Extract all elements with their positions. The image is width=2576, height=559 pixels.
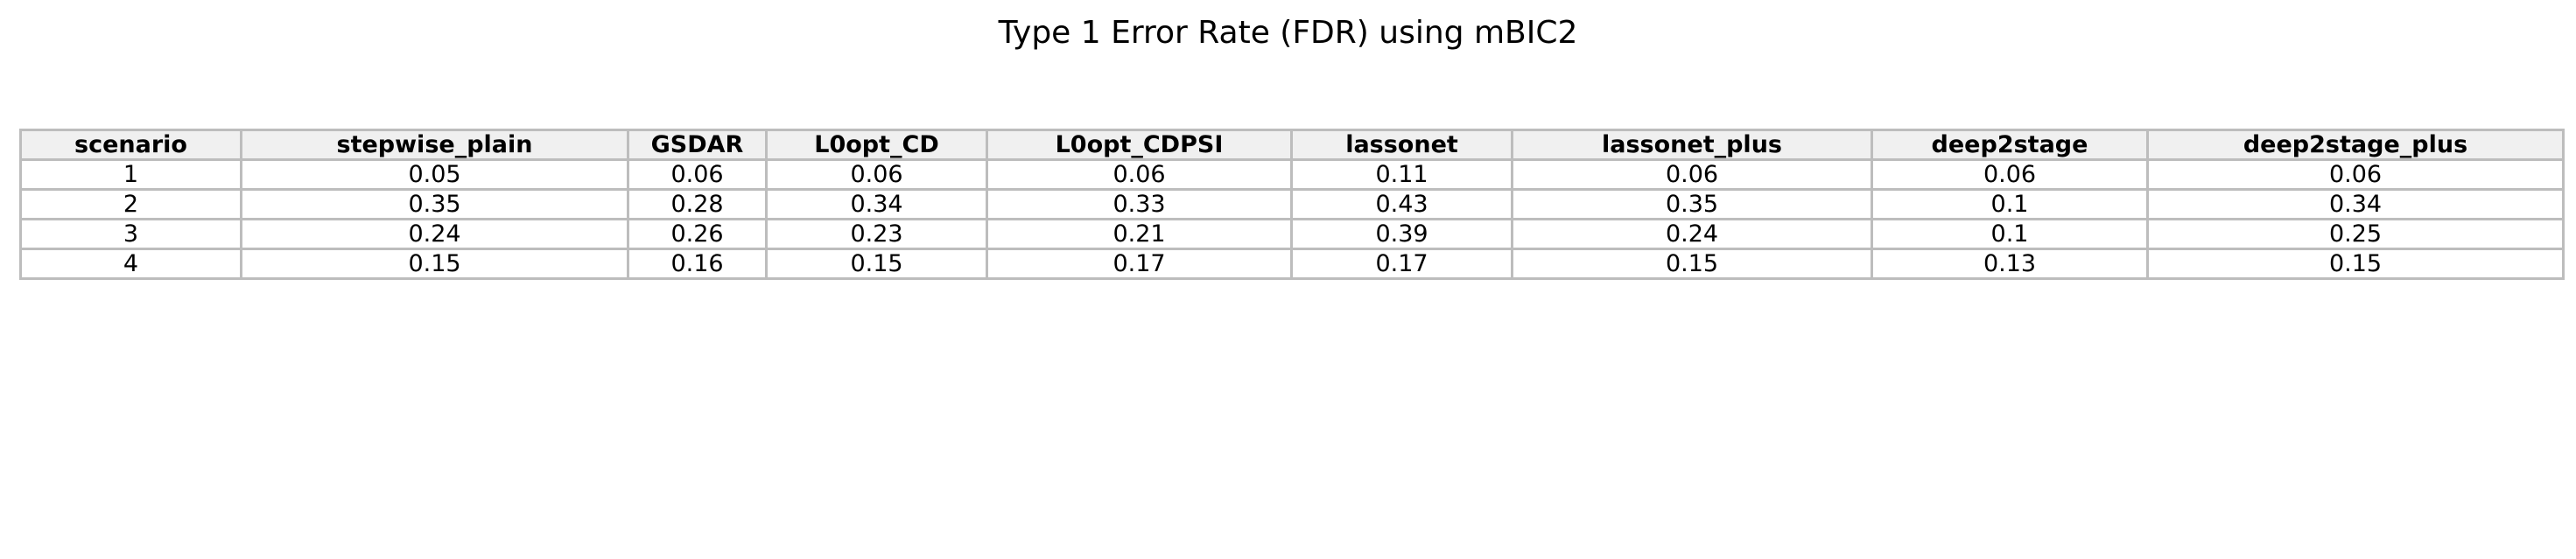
table-row: 3 0.24 0.26 0.23 0.21 0.39 0.24 0.1 0.25 bbox=[19, 218, 2565, 250]
column-header-stepwise-plain: stepwise_plain bbox=[240, 129, 629, 161]
table-cell: 0.21 bbox=[986, 218, 1293, 250]
table-cell: 0.06 bbox=[986, 158, 1293, 191]
column-header-l0opt-cdpsi: L0opt_CDPSI bbox=[986, 129, 1293, 161]
table-cell: 0.15 bbox=[240, 248, 629, 280]
column-header-gsdar: GSDAR bbox=[627, 129, 768, 161]
table-cell: 0.43 bbox=[1290, 188, 1513, 220]
table-cell: 0.06 bbox=[1511, 158, 1873, 191]
table-row: 2 0.35 0.28 0.34 0.33 0.43 0.35 0.1 0.34 bbox=[19, 188, 2565, 220]
table-cell: 0.23 bbox=[765, 218, 988, 250]
column-header-deep2stage: deep2stage bbox=[1871, 129, 2149, 161]
table-cell: 0.35 bbox=[240, 188, 629, 220]
table-row: 1 0.05 0.06 0.06 0.06 0.11 0.06 0.06 0.0… bbox=[19, 158, 2565, 191]
column-header-l0opt-cd: L0opt_CD bbox=[765, 129, 988, 161]
table-cell: 0.15 bbox=[1511, 248, 1873, 280]
table-cell: 1 bbox=[19, 158, 242, 191]
table-cell: 3 bbox=[19, 218, 242, 250]
column-header-deep2stage-plus: deep2stage_plus bbox=[2146, 129, 2565, 161]
table-row: 4 0.15 0.16 0.15 0.17 0.17 0.15 0.13 0.1… bbox=[19, 248, 2565, 280]
fdr-table: scenario stepwise_plain GSDAR L0opt_CD L… bbox=[19, 129, 2565, 280]
table-cell: 0.1 bbox=[1871, 218, 2149, 250]
table-cell: 0.26 bbox=[627, 218, 768, 250]
column-header-scenario: scenario bbox=[19, 129, 242, 161]
table-cell: 0.28 bbox=[627, 188, 768, 220]
column-header-lassonet-plus: lassonet_plus bbox=[1511, 129, 1873, 161]
table-cell: 0.15 bbox=[2146, 248, 2565, 280]
table-cell: 0.24 bbox=[240, 218, 629, 250]
table-cell: 0.35 bbox=[1511, 188, 1873, 220]
table-cell: 0.06 bbox=[765, 158, 988, 191]
table-cell: 0.06 bbox=[2146, 158, 2565, 191]
table-cell: 0.17 bbox=[1290, 248, 1513, 280]
table-cell: 0.05 bbox=[240, 158, 629, 191]
chart-title: Type 1 Error Rate (FDR) using mBIC2 bbox=[998, 15, 1578, 51]
table-cell: 0.34 bbox=[2146, 188, 2565, 220]
table-header-row: scenario stepwise_plain GSDAR L0opt_CD L… bbox=[19, 129, 2565, 161]
column-header-lassonet: lassonet bbox=[1290, 129, 1513, 161]
table-cell: 0.06 bbox=[1871, 158, 2149, 191]
table-cell: 0.34 bbox=[765, 188, 988, 220]
table-cell: 2 bbox=[19, 188, 242, 220]
table-cell: 0.13 bbox=[1871, 248, 2149, 280]
table-cell: 0.15 bbox=[765, 248, 988, 280]
table-cell: 0.17 bbox=[986, 248, 1293, 280]
table-cell: 0.06 bbox=[627, 158, 768, 191]
table-cell: 0.33 bbox=[986, 188, 1293, 220]
table-cell: 4 bbox=[19, 248, 242, 280]
table-cell: 0.25 bbox=[2146, 218, 2565, 250]
table-cell: 0.11 bbox=[1290, 158, 1513, 191]
table-cell: 0.16 bbox=[627, 248, 768, 280]
table-cell: 0.24 bbox=[1511, 218, 1873, 250]
table-cell: 0.1 bbox=[1871, 188, 2149, 220]
table-cell: 0.39 bbox=[1290, 218, 1513, 250]
